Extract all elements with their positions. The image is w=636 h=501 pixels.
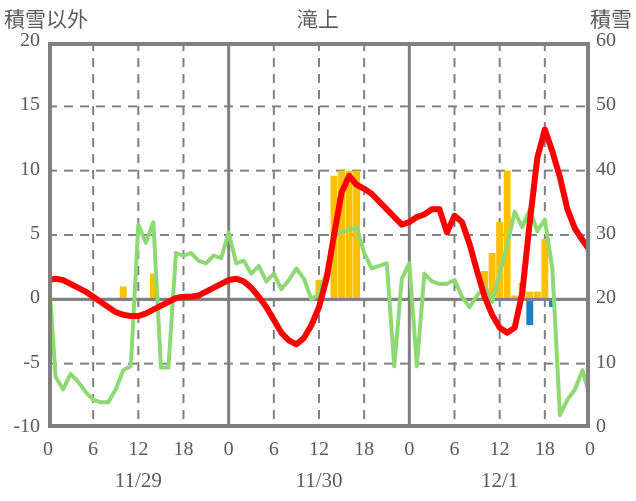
left-tick-5: 5 [30, 222, 40, 244]
left-tick-0: 0 [30, 286, 40, 309]
plot-border [48, 42, 590, 428]
left-tick-15: 15 [20, 93, 40, 116]
x-tick-0: 0 [43, 438, 53, 460]
snowfall-bars [526, 299, 556, 326]
x-tick-4: 0 [223, 438, 234, 460]
x-tick-6: 12 [309, 438, 329, 460]
x-tick-7: 18 [354, 438, 375, 460]
chart-canvas [48, 42, 590, 428]
precipitation-bar [496, 222, 504, 300]
precipitation-bar [541, 238, 549, 300]
left-tick-20: 20 [20, 29, 40, 51]
precipitation-bar [488, 253, 496, 300]
precipitation-bar [533, 291, 541, 300]
x-tick-10: 12 [489, 438, 510, 460]
chart-title: 滝上 [297, 8, 339, 32]
temperature-polyline [48, 126, 590, 348]
left-tick-10: 10 [20, 157, 40, 180]
right-tick-30: 30 [596, 222, 616, 244]
x-tick-12: 0 [585, 438, 595, 460]
right-tick-20: 20 [596, 286, 616, 309]
plot-area [48, 42, 590, 428]
x-tick-11: 18 [534, 438, 555, 460]
snowfall-bar [526, 299, 534, 326]
precipitation-bar [338, 170, 346, 300]
x-tick-8: 0 [404, 438, 415, 460]
x-tick-5: 6 [268, 438, 279, 460]
right-axis-title: 積雪 [590, 8, 632, 32]
left-tick--5: -5 [23, 350, 40, 373]
temperature-line [48, 126, 590, 348]
precipitation-bar [149, 273, 157, 300]
x-tick-3: 18 [173, 438, 194, 460]
precipitation-bar [526, 291, 534, 300]
precipitation-bar [511, 295, 519, 300]
x-tick-9: 6 [449, 438, 460, 460]
right-tick-40: 40 [596, 157, 616, 180]
x-tick-1: 6 [88, 438, 99, 460]
plot-frame [48, 42, 590, 428]
day-label-11-30: 11/30 [295, 468, 343, 492]
precipitation-bar [353, 170, 361, 300]
right-tick-60: 60 [596, 29, 616, 51]
precipitation-bar [119, 286, 127, 300]
left-tick--10: -10 [13, 415, 40, 437]
x-tick-2: 12 [128, 438, 149, 460]
precipitation-bar [345, 170, 353, 300]
right-tick-0: 0 [596, 415, 606, 437]
precipitation-bar [503, 170, 511, 300]
right-tick-50: 50 [596, 93, 616, 116]
left-axis-title: 積雪以外 [4, 8, 88, 32]
right-tick-10: 10 [596, 350, 616, 373]
day-label-12-1: 12/1 [480, 468, 519, 492]
day-label-11-29: 11/29 [114, 468, 162, 492]
